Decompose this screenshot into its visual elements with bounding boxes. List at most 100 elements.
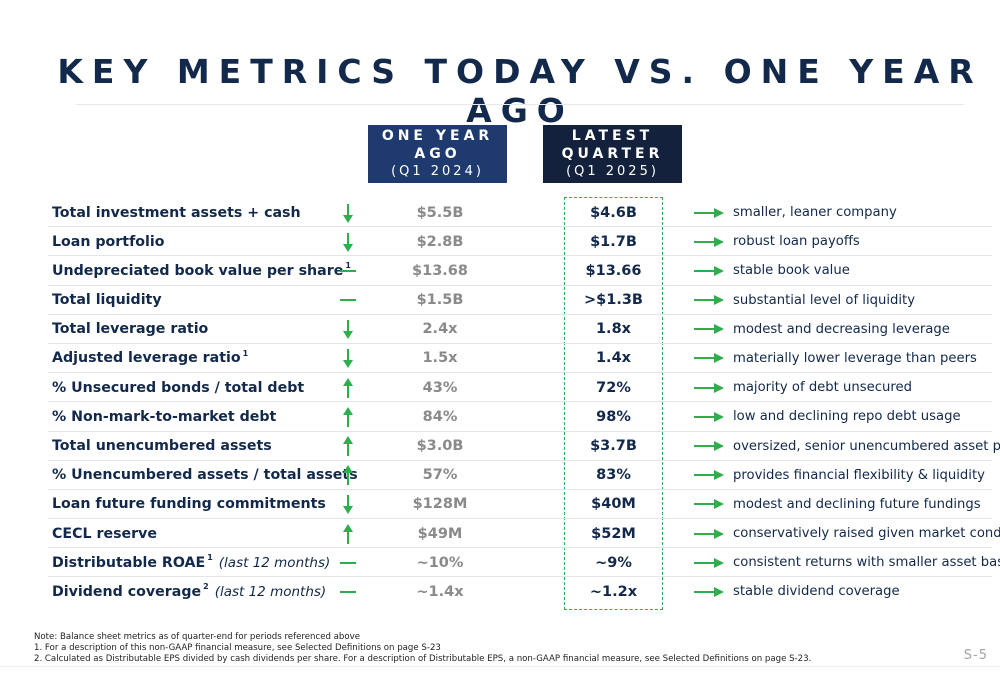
right-arrow-icon [694,432,726,461]
trend-up-icon [336,519,360,548]
trend-flat-icon [336,256,360,285]
metric-label-text: Undepreciated book value per share [52,262,344,279]
value-latest-quarter: $4.6B [590,204,637,221]
metric-label-text: CECL reserve [52,525,158,542]
value-latest-quarter: $13.66 [585,262,642,279]
metric-label-text: % Non-mark-to-market debt [52,408,277,425]
metric-label: Distributable ROAE 1 (last 12 months) [52,548,330,577]
metric-row: Adjusted leverage ratio 1 1.5x 1.4x material… [48,344,992,374]
value-one-year-ago: $5.5B [416,204,464,221]
footnote-marker: 1 [242,348,249,358]
metric-label: % Non-mark-to-market debt [52,402,276,431]
metric-label: Loan future funding commitments [52,490,326,519]
value-latest-quarter: $40M [591,496,636,513]
metric-row: Total leverage ratio 2.4x 1.8x modest and d… [48,315,992,344]
metric-row: Undepreciated book value per share 1 $13.6… [48,256,992,286]
bottom-divider [0,666,1000,667]
metric-label: Total leverage ratio [52,315,208,344]
trend-flat-icon [336,577,360,606]
metric-label-note: (last 12 months) [214,583,327,600]
trend-up-icon [336,461,360,490]
title-divider [76,104,964,105]
page-title: KEY METRICS TODAY VS. ONE YEAR AGO [57,52,983,130]
value-one-year-ago: 2.4x [422,321,458,338]
metric-comment: stable dividend coverage [733,584,900,600]
metric-comment: consistent returns with smaller asset ba… [733,555,1000,571]
value-one-year-ago: 84% [422,408,458,425]
value-one-year-ago: 1.5x [422,350,458,367]
header-year-line1: ONE YEAR [381,128,494,144]
metric-row: % Non-mark-to-market debt 84% 98% low and d… [48,402,992,432]
metric-label-text: Total liquidity [52,292,162,309]
trend-down-icon [336,344,360,373]
metric-label-text: Adjusted leverage ratio [52,350,241,367]
value-one-year-ago: 43% [422,379,458,396]
footnote-marker: 1 [345,261,351,271]
right-arrow-icon [694,286,726,315]
page-number: S-5 [963,648,988,663]
metric-comment: smaller, leaner company [733,205,897,220]
trend-down-icon [336,315,360,344]
metric-label: % Unsecured bonds / total debt [52,373,304,402]
metric-row: Total liquidity $1.5B >$1.3B substantial le… [48,286,992,315]
value-latest-quarter: 72% [596,379,631,396]
metric-label: Adjusted leverage ratio 1 [52,344,248,373]
metric-row: % Unencumbered assets / total assets 57% 8… [48,461,992,490]
metric-label-text: Total investment assets + cash [52,204,301,221]
right-arrow-icon [694,548,726,577]
footnote-marker: 1 [207,553,213,563]
header-year-line3: (Q1 2024) [391,164,484,179]
value-latest-quarter: >$1.3B [584,292,643,309]
metrics-table: Total investment assets + cash $5.5B $4.6B… [48,198,1000,607]
metric-row: CECL reserve $49M $52M conservatively raise… [48,519,1000,549]
trend-down-icon [336,227,360,256]
value-latest-quarter: ~9% [595,554,632,571]
metric-comment: provides financial flexibility & liquidi… [733,467,985,483]
trend-up-icon [336,373,360,402]
trend-flat-icon [336,286,360,315]
trend-up-icon [336,432,360,461]
metric-row: Total investment assets + cash $5.5B $4.6B… [48,198,992,228]
header-latest-line2: QUARTER [561,146,664,162]
metric-comment: robust loan payoffs [733,234,860,250]
metric-label-text: Total unencumbered assets [52,438,272,454]
value-one-year-ago: $128M [412,496,468,513]
metric-comment: modest and decreasing leverage [733,321,950,337]
metric-comment: stable book value [733,263,850,279]
metric-comment: substantial level of liquidity [733,292,916,308]
right-arrow-icon [694,373,726,402]
header-latest-line3: (Q1 2025) [566,164,659,179]
value-one-year-ago: 57% [422,467,458,484]
value-latest-quarter: 1.8x [595,321,632,338]
metric-row: Loan portfolio $2.8B $1.7B robust loan payo… [48,227,992,257]
metric-label: Total unencumbered assets [52,432,272,461]
metric-row: Dividend coverage 2 (last 12 months) ~1.4x ~… [48,577,992,606]
metric-label: Dividend coverage 2 (last 12 months) [52,577,326,606]
trend-down-icon [336,198,360,227]
metric-comment: low and declining repo debt usage [733,409,961,425]
footnotes: Note: Balance sheet metrics as of quarte… [34,632,811,665]
metric-label-text: % Unencumbered assets / total assets [52,467,358,484]
trend-flat-icon [336,548,360,577]
metric-label-text: Distributable ROAE [52,554,206,571]
right-arrow-icon [694,461,726,490]
right-arrow-icon [694,256,726,285]
footnote-1: 1. For a description of this non-GAAP fi… [34,643,441,653]
footnote-2: 2. Calculated as Distributable EPS divid… [34,654,812,664]
metric-comment: majority of debt unsecured [733,380,912,396]
latest-highlight-box [564,197,663,610]
metric-comment: modest and declining future fundings [733,496,981,512]
footnote-marker: 2 [203,582,209,592]
metric-label: Undepreciated book value per share 1 [52,256,351,285]
value-latest-quarter: $1.7B [590,233,637,250]
right-arrow-icon [694,577,726,606]
metric-comment: oversized, senior unencumbered asset poo… [733,438,1000,454]
trend-down-icon [336,490,360,519]
value-one-year-ago: ~10% [416,554,464,571]
value-one-year-ago: ~1.4x [416,583,464,600]
right-arrow-icon [694,519,726,548]
value-one-year-ago: $2.8B [416,233,464,250]
right-arrow-icon [694,198,726,227]
metric-label: Total liquidity [52,286,162,315]
metric-row: Distributable ROAE 1 (last 12 months) ~10% ~… [48,548,1000,578]
